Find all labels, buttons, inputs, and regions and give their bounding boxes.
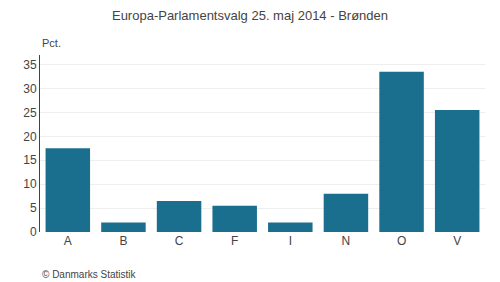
svg-text:N: N (342, 234, 351, 248)
svg-text:Pct.: Pct. (42, 37, 61, 49)
svg-text:Europa-Parlamentsvalg 25. maj: Europa-Parlamentsvalg 25. maj 2014 - Brø… (112, 8, 388, 23)
svg-text:© Danmarks Statistik: © Danmarks Statistik (42, 269, 137, 280)
svg-text:15: 15 (23, 153, 37, 167)
svg-text:0: 0 (30, 225, 37, 239)
svg-text:30: 30 (23, 82, 37, 96)
svg-text:C: C (175, 234, 184, 248)
svg-text:O: O (397, 234, 406, 248)
svg-text:F: F (231, 234, 238, 248)
svg-text:B: B (119, 234, 127, 248)
svg-text:I: I (289, 234, 292, 248)
svg-text:35: 35 (23, 58, 37, 72)
svg-text:25: 25 (23, 106, 37, 120)
svg-text:20: 20 (23, 130, 37, 144)
svg-text:5: 5 (30, 201, 37, 215)
svg-text:V: V (453, 234, 461, 248)
svg-text:10: 10 (23, 177, 37, 191)
svg-text:A: A (64, 234, 72, 248)
